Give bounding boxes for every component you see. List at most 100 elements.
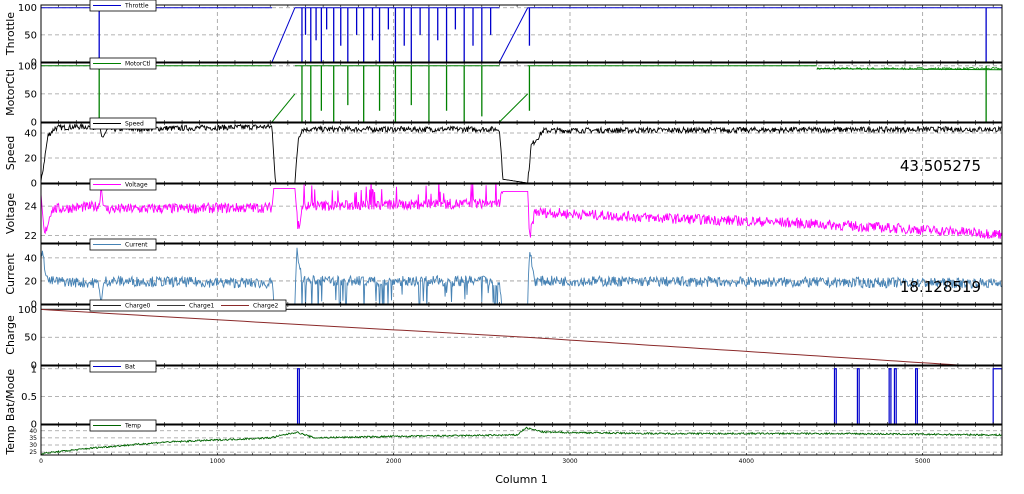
legend-label: MotorCtl bbox=[125, 61, 151, 68]
legend-box bbox=[89, 117, 157, 130]
legend-box bbox=[89, 178, 157, 191]
panel-plot-area bbox=[41, 123, 1002, 183]
series-voltage-line bbox=[41, 184, 1002, 240]
y-tick-label: 40 bbox=[24, 129, 37, 140]
y-tick-label: 0.5 bbox=[21, 392, 37, 403]
y-tick-label: 0 bbox=[31, 420, 37, 431]
y-tick-label: 0 bbox=[31, 361, 37, 372]
panel-batmode: 0 0.5 1 Bat/Mode Bat bbox=[4, 360, 1003, 431]
y-tick-label: 40 bbox=[24, 253, 37, 264]
panel-plot-area bbox=[41, 65, 1002, 122]
y-axis-label: Bat/Mode bbox=[4, 369, 17, 422]
series-bat-pulse bbox=[992, 368, 1002, 424]
y-axis-label: Speed bbox=[4, 136, 17, 170]
x-axis-label: Column 1 bbox=[495, 473, 548, 486]
y-tick-label: 0 bbox=[31, 118, 37, 129]
series-temp-line bbox=[41, 426, 1002, 455]
y-axis-label: Throttle bbox=[4, 12, 17, 56]
legend-box bbox=[89, 0, 157, 12]
legend: Speed bbox=[89, 117, 157, 130]
legend-box bbox=[89, 360, 157, 373]
series-motorctl-segment bbox=[499, 93, 529, 122]
series-speed-line bbox=[41, 123, 1002, 183]
series-bat-pulse bbox=[856, 368, 860, 424]
legend: Temp bbox=[89, 419, 157, 432]
legend-box bbox=[89, 238, 157, 251]
panel-frame bbox=[40, 304, 1003, 366]
y-tick-label: 100 bbox=[18, 305, 37, 316]
legend-box bbox=[89, 57, 157, 70]
value-annotation: 43.505275 bbox=[900, 157, 981, 175]
panel-plot-area bbox=[41, 308, 1002, 365]
legend: Bat bbox=[89, 360, 157, 373]
legend-label: Voltage bbox=[125, 182, 148, 189]
panel-current: 0 20 40 Current Current 18.128519 bbox=[4, 238, 1003, 311]
y-tick-label: 0 bbox=[31, 300, 37, 311]
panel-plot-area bbox=[41, 184, 1002, 240]
y-tick-label: 100 bbox=[18, 61, 37, 72]
y-axis-label: Voltage bbox=[4, 193, 17, 234]
legend-label: Speed bbox=[125, 121, 144, 128]
y-tick-label: 100 bbox=[18, 3, 37, 14]
series-bat-pulse bbox=[914, 368, 918, 424]
y-tick-label: 24 bbox=[24, 202, 37, 213]
series-current-line bbox=[41, 247, 1002, 304]
y-axis-label: Charge bbox=[4, 315, 17, 355]
series-bat-pulse bbox=[833, 368, 837, 424]
legend: Voltage bbox=[89, 178, 157, 191]
panel-plot-area bbox=[41, 368, 1002, 424]
series-bat-pulse bbox=[893, 368, 897, 424]
panel-plot-area bbox=[41, 426, 1002, 455]
panel-speed: 0 20 40 Speed Speed 43.505275 bbox=[4, 117, 1003, 190]
legend-label: Charge1 bbox=[189, 303, 215, 310]
series-throttle-segment bbox=[499, 7, 529, 62]
y-tick-label: 22 bbox=[24, 231, 37, 242]
y-tick-label: 50 bbox=[24, 333, 37, 344]
x-tick-label: 0 bbox=[39, 458, 43, 465]
panel-frame bbox=[40, 122, 1003, 184]
y-tick-label: 40 bbox=[29, 428, 37, 435]
panel-frame bbox=[40, 365, 1003, 425]
panel-frame bbox=[40, 424, 1003, 456]
x-tick-label: 5000 bbox=[915, 458, 930, 465]
series-bat-pulse bbox=[296, 368, 300, 424]
y-axis-label: Current bbox=[4, 253, 17, 295]
panel-frame bbox=[40, 183, 1003, 244]
series-motorctl-segment bbox=[271, 93, 296, 122]
y-tick-label: 0 bbox=[31, 179, 37, 190]
legend: Charge0 Charge1 Charge2 bbox=[89, 299, 287, 312]
x-tick-label: 4000 bbox=[739, 458, 754, 465]
y-axis-label: Temp bbox=[4, 425, 17, 455]
y-tick-label: 30 bbox=[29, 442, 37, 449]
y-tick-label: 25 bbox=[29, 449, 37, 456]
x-tick-label: 2000 bbox=[386, 458, 401, 465]
y-tick-label: 50 bbox=[24, 30, 37, 41]
legend-box bbox=[89, 299, 287, 312]
series-charge2-line bbox=[41, 308, 1002, 365]
legend-label: Charge2 bbox=[253, 303, 279, 310]
legend: Current bbox=[89, 238, 157, 251]
legend-label: Charge0 bbox=[125, 303, 151, 310]
y-tick-label: 20 bbox=[24, 154, 37, 165]
panel-frame bbox=[40, 243, 1003, 305]
x-tick-label: 1000 bbox=[210, 458, 225, 465]
panel-frame bbox=[40, 4, 1003, 63]
legend: MotorCtl bbox=[89, 57, 157, 70]
y-tick-label: 50 bbox=[24, 89, 37, 100]
legend-label: Bat bbox=[125, 364, 136, 371]
legend-box bbox=[89, 419, 157, 432]
panel-frame bbox=[40, 62, 1003, 123]
y-axis-label: MotorCtl bbox=[4, 69, 17, 116]
y-tick-label: 1 bbox=[31, 364, 37, 375]
panel-plot-area bbox=[41, 7, 1002, 62]
y-tick-label: 20 bbox=[24, 276, 37, 287]
legend-label: Temp bbox=[124, 423, 141, 430]
legend: Throttle bbox=[89, 0, 157, 12]
series-motorctl-tail bbox=[816, 66, 1002, 71]
y-tick-label: 0 bbox=[31, 58, 37, 69]
